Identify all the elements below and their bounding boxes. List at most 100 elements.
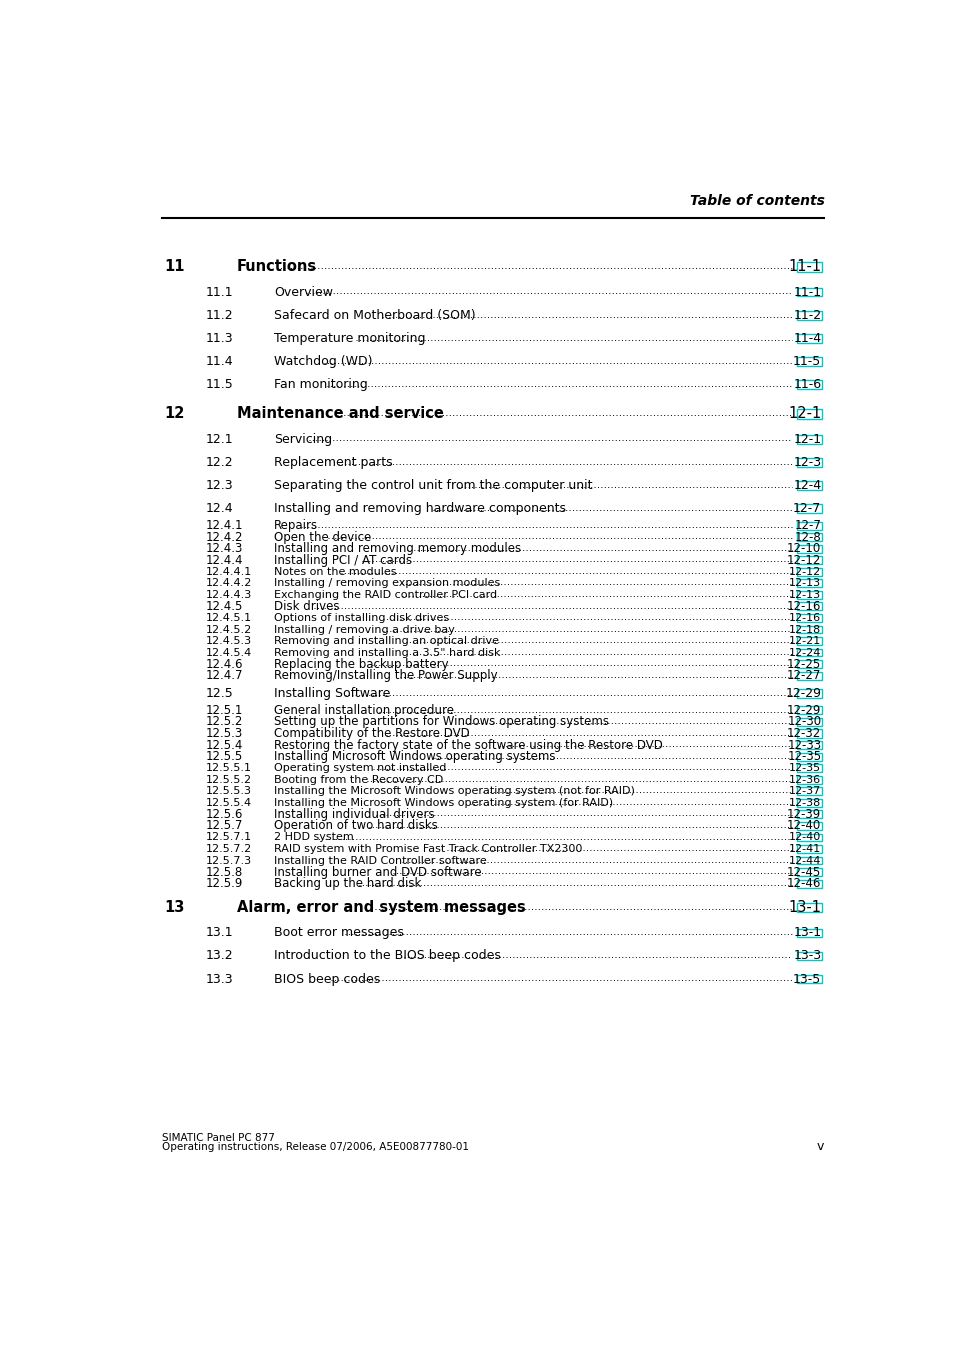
Text: 12-24: 12-24 bbox=[788, 647, 821, 658]
Text: Installing and removing hardware components: Installing and removing hardware compone… bbox=[274, 503, 566, 515]
Text: 12-40: 12-40 bbox=[788, 832, 821, 843]
Text: 12-46: 12-46 bbox=[786, 877, 821, 890]
Text: 13.2: 13.2 bbox=[206, 950, 233, 962]
Text: 12.4.3: 12.4.3 bbox=[206, 542, 243, 555]
Text: 12-12: 12-12 bbox=[788, 567, 821, 577]
Text: 11.2: 11.2 bbox=[206, 309, 233, 322]
Text: 12.4.1: 12.4.1 bbox=[206, 519, 243, 532]
Text: 12.4.5.2: 12.4.5.2 bbox=[206, 624, 252, 635]
Text: 12-3: 12-3 bbox=[793, 455, 821, 469]
Text: 12.4.7: 12.4.7 bbox=[206, 669, 243, 682]
Text: Installing individual drivers: Installing individual drivers bbox=[274, 808, 435, 821]
Text: 12.5.5: 12.5.5 bbox=[206, 750, 243, 763]
Text: Temperature monitoring: Temperature monitoring bbox=[274, 332, 425, 345]
Text: 11.4: 11.4 bbox=[206, 355, 233, 367]
Text: 12.4.2: 12.4.2 bbox=[206, 531, 243, 543]
Text: 12.5.5.2: 12.5.5.2 bbox=[206, 774, 252, 785]
Text: 12.4.4.2: 12.4.4.2 bbox=[206, 578, 253, 588]
Text: 12.5.9: 12.5.9 bbox=[206, 877, 243, 890]
Text: Installing PCI / AT cards: Installing PCI / AT cards bbox=[274, 554, 412, 566]
Text: 12.4.5: 12.4.5 bbox=[206, 600, 243, 613]
Text: Operating system not installed: Operating system not installed bbox=[274, 763, 446, 773]
Text: 12-13: 12-13 bbox=[788, 590, 821, 600]
Text: Repairs: Repairs bbox=[274, 519, 318, 532]
Text: 12.5.4: 12.5.4 bbox=[206, 739, 243, 751]
Text: 12-25: 12-25 bbox=[786, 658, 821, 670]
Text: 11.5: 11.5 bbox=[206, 378, 233, 392]
Text: Table of contents: Table of contents bbox=[689, 195, 823, 208]
Text: Backing up the hard disk: Backing up the hard disk bbox=[274, 877, 421, 890]
Text: 12-13: 12-13 bbox=[788, 578, 821, 588]
Text: 12-1: 12-1 bbox=[787, 407, 821, 422]
Text: 11-2: 11-2 bbox=[793, 309, 821, 322]
Text: RAID system with Promise Fast Track Controller TX2300: RAID system with Promise Fast Track Cont… bbox=[274, 844, 582, 854]
Text: Installing / removing expansion modules: Installing / removing expansion modules bbox=[274, 578, 500, 588]
Text: Installing and removing memory modules: Installing and removing memory modules bbox=[274, 542, 521, 555]
Text: 12.4.4.1: 12.4.4.1 bbox=[206, 567, 252, 577]
Text: v: v bbox=[817, 1140, 823, 1154]
Text: Functions: Functions bbox=[236, 259, 316, 274]
Text: 2 HDD system: 2 HDD system bbox=[274, 832, 354, 843]
Text: Installing the RAID Controller software: Installing the RAID Controller software bbox=[274, 855, 486, 866]
Text: 11: 11 bbox=[164, 259, 185, 274]
Text: 12.5.7.2: 12.5.7.2 bbox=[206, 844, 252, 854]
Text: Removing and installing an optical drive: Removing and installing an optical drive bbox=[274, 636, 498, 646]
Text: Fan monitoring: Fan monitoring bbox=[274, 378, 368, 392]
Text: 12.5.8: 12.5.8 bbox=[206, 866, 243, 878]
Text: 12.5.7.3: 12.5.7.3 bbox=[206, 855, 252, 866]
Text: 11.3: 11.3 bbox=[206, 332, 233, 345]
Text: 12.3: 12.3 bbox=[206, 480, 233, 492]
Text: 12.2: 12.2 bbox=[206, 455, 233, 469]
Text: Installing Software: Installing Software bbox=[274, 686, 390, 700]
Text: Maintenance and service: Maintenance and service bbox=[236, 407, 443, 422]
Text: 12-33: 12-33 bbox=[786, 739, 821, 751]
Text: Compatibility of the Restore DVD: Compatibility of the Restore DVD bbox=[274, 727, 470, 740]
Text: 12-32: 12-32 bbox=[786, 727, 821, 740]
Text: Disk drives: Disk drives bbox=[274, 600, 339, 613]
Text: Installing the Microsoft Windows operating system (not for RAID): Installing the Microsoft Windows operati… bbox=[274, 786, 635, 796]
Text: 13.3: 13.3 bbox=[206, 973, 233, 986]
Text: BIOS beep codes: BIOS beep codes bbox=[274, 973, 380, 986]
Text: 12.5: 12.5 bbox=[206, 686, 233, 700]
Text: 12-39: 12-39 bbox=[786, 808, 821, 821]
Text: 12.4.5.4: 12.4.5.4 bbox=[206, 647, 252, 658]
Text: Alarm, error and system messages: Alarm, error and system messages bbox=[236, 900, 525, 915]
Text: 12-8: 12-8 bbox=[794, 531, 821, 543]
Text: 12.5.5.3: 12.5.5.3 bbox=[206, 786, 252, 796]
Text: 13-3: 13-3 bbox=[793, 950, 821, 962]
Text: 12-1: 12-1 bbox=[793, 432, 821, 446]
Text: Restoring the factory state of the software using the Restore DVD: Restoring the factory state of the softw… bbox=[274, 739, 662, 751]
Text: 12.5.5.4: 12.5.5.4 bbox=[206, 797, 252, 808]
Text: Boot error messages: Boot error messages bbox=[274, 927, 404, 939]
Text: 12.5.5.1: 12.5.5.1 bbox=[206, 763, 252, 773]
Text: 11-1: 11-1 bbox=[787, 259, 821, 274]
Text: 12-45: 12-45 bbox=[786, 866, 821, 878]
Text: 12-27: 12-27 bbox=[786, 669, 821, 682]
Text: 12-37: 12-37 bbox=[788, 786, 821, 796]
Text: Installing the Microsoft Windows operating system (for RAID): Installing the Microsoft Windows operati… bbox=[274, 797, 613, 808]
Text: 13-1: 13-1 bbox=[793, 927, 821, 939]
Text: SIMATIC Panel PC 877: SIMATIC Panel PC 877 bbox=[162, 1132, 274, 1143]
Text: Watchdog (WD): Watchdog (WD) bbox=[274, 355, 373, 367]
Text: Setting up the partitions for Windows operating systems: Setting up the partitions for Windows op… bbox=[274, 716, 609, 728]
Text: 12.5.6: 12.5.6 bbox=[206, 808, 243, 821]
Text: 13-1: 13-1 bbox=[787, 900, 821, 915]
Text: Removing/Installing the Power Supply: Removing/Installing the Power Supply bbox=[274, 669, 497, 682]
Text: 12-29: 12-29 bbox=[784, 686, 821, 700]
Text: Servicing: Servicing bbox=[274, 432, 332, 446]
Text: 11-5: 11-5 bbox=[792, 355, 821, 367]
Text: 12-30: 12-30 bbox=[786, 716, 821, 728]
Text: Installing Microsoft Windows operating systems: Installing Microsoft Windows operating s… bbox=[274, 750, 556, 763]
Text: 12-36: 12-36 bbox=[788, 774, 821, 785]
Text: Operating instructions, Release 07/2006, A5E00877780-01: Operating instructions, Release 07/2006,… bbox=[162, 1142, 468, 1152]
Text: Installing burner and DVD software: Installing burner and DVD software bbox=[274, 866, 481, 878]
Text: Installing / removing a drive bay: Installing / removing a drive bay bbox=[274, 624, 455, 635]
Text: Open the device: Open the device bbox=[274, 531, 371, 543]
Text: Options of installing disk drives: Options of installing disk drives bbox=[274, 613, 449, 623]
Text: 11-6: 11-6 bbox=[793, 378, 821, 392]
Text: 12.5.2: 12.5.2 bbox=[206, 716, 243, 728]
Text: Separating the control unit from the computer unit: Separating the control unit from the com… bbox=[274, 480, 592, 492]
Text: 12-16: 12-16 bbox=[788, 613, 821, 623]
Text: 11-1: 11-1 bbox=[793, 286, 821, 299]
Text: 12.5.1: 12.5.1 bbox=[206, 704, 243, 717]
